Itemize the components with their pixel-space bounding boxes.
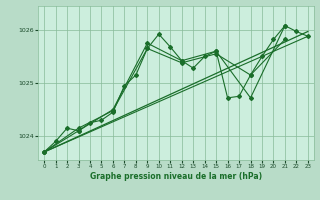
X-axis label: Graphe pression niveau de la mer (hPa): Graphe pression niveau de la mer (hPa) bbox=[90, 172, 262, 181]
